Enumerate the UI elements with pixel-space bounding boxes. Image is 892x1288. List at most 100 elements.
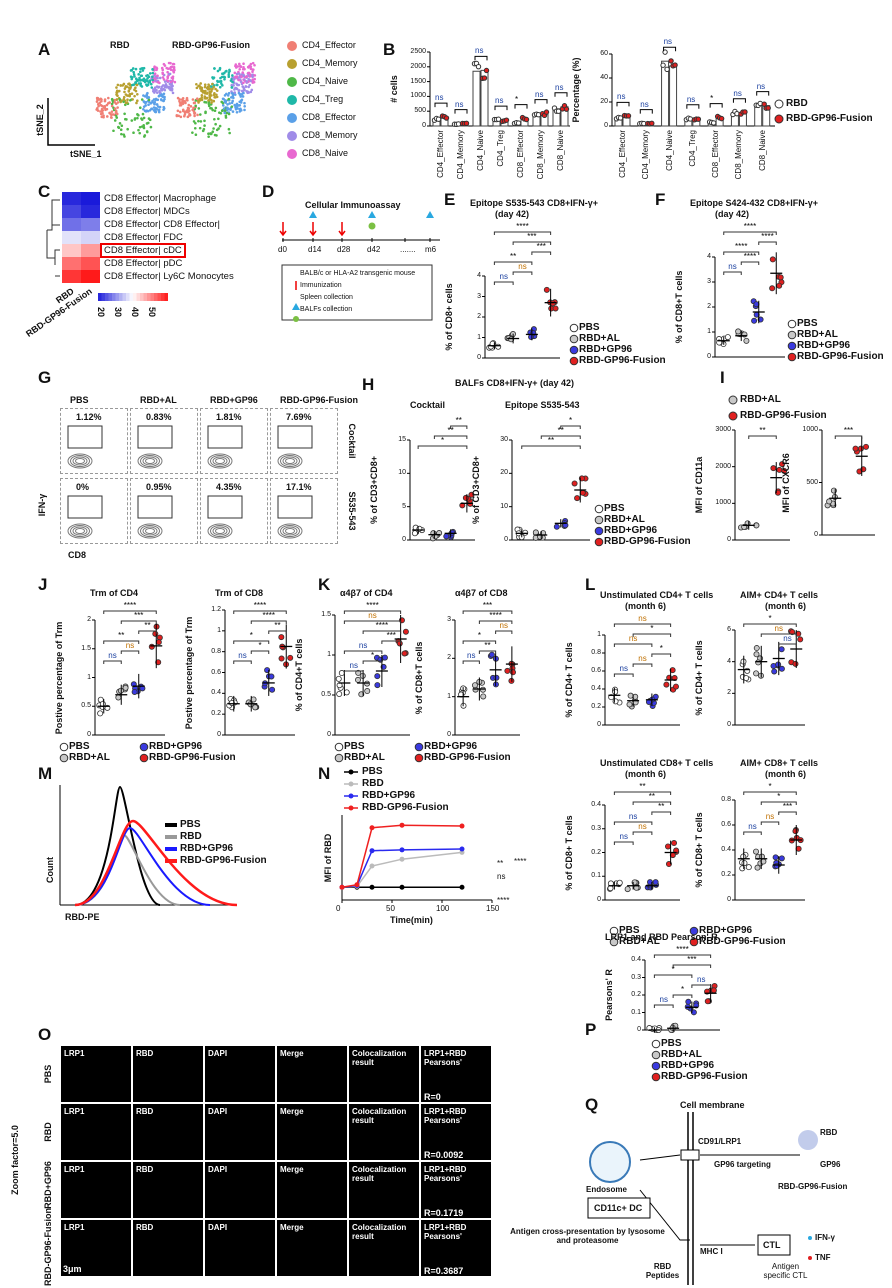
tsne-point bbox=[238, 104, 242, 107]
data-point bbox=[374, 682, 381, 689]
contour bbox=[142, 526, 158, 536]
micrograph-label: LRP1+RBD Pearsons' bbox=[424, 1165, 467, 1183]
heatmap-cell bbox=[81, 205, 100, 218]
y-tick-label: 3 bbox=[447, 616, 451, 623]
tsne-point bbox=[200, 96, 204, 99]
tsne-point bbox=[162, 99, 165, 103]
tsne-point bbox=[151, 71, 155, 75]
y-tick-label: 0.8 bbox=[591, 649, 601, 656]
tsne-point bbox=[137, 82, 141, 85]
tsne-point bbox=[224, 70, 227, 73]
micrograph-label: Colocalization result bbox=[352, 1107, 407, 1125]
flow-plot bbox=[270, 478, 338, 544]
micrograph: DAPI bbox=[204, 1161, 276, 1219]
contour bbox=[145, 458, 155, 464]
data-point bbox=[753, 645, 760, 652]
data-point bbox=[755, 659, 762, 666]
sig-label: ns bbox=[638, 822, 647, 831]
row-label: RBD-GP96-Fusion bbox=[43, 1207, 53, 1287]
tsne-point bbox=[212, 127, 215, 130]
y-tick-label: 0.2 bbox=[211, 710, 221, 718]
tsne-point bbox=[151, 75, 154, 78]
data-point bbox=[152, 630, 159, 637]
data-point bbox=[252, 704, 259, 711]
tsne-point bbox=[235, 110, 239, 114]
data-point bbox=[495, 116, 502, 122]
data-point bbox=[664, 66, 670, 73]
sig-bracket bbox=[672, 964, 712, 968]
tsne-point bbox=[189, 105, 193, 108]
data-point bbox=[718, 115, 725, 122]
micrograph: Colocalization result bbox=[348, 1103, 420, 1161]
data-point bbox=[269, 686, 276, 693]
legend-marker bbox=[787, 330, 797, 340]
data-point bbox=[122, 684, 129, 691]
tsne-point bbox=[163, 80, 167, 83]
chart-title: Epitope S535-543 CD8+IFN-γ+ bbox=[470, 198, 599, 208]
chart-title: LRP1 and RBD Pearson' R bbox=[605, 932, 718, 942]
legend-label: RBD+GP96 bbox=[424, 741, 478, 752]
y-tick-label: 0.1 bbox=[591, 872, 601, 880]
tsne-point bbox=[242, 62, 245, 66]
sig-label: *** bbox=[687, 955, 697, 964]
cell-membrane-label: Cell membrane bbox=[680, 1100, 745, 1110]
sig-label: *** bbox=[527, 232, 537, 241]
sig-bracket bbox=[493, 281, 514, 285]
legend-marker bbox=[689, 937, 699, 947]
tsne-point bbox=[113, 101, 117, 104]
tsne-point bbox=[138, 106, 142, 110]
micrograph-label: DAPI bbox=[208, 1165, 228, 1174]
contour bbox=[67, 453, 93, 469]
sig-bracket bbox=[474, 55, 488, 61]
flow-y-label: IFN-γ bbox=[37, 493, 47, 517]
tsne-point bbox=[147, 103, 150, 107]
endosome-label: Endosome bbox=[586, 1185, 627, 1194]
sig-label: ns bbox=[686, 94, 696, 104]
data-point bbox=[795, 845, 802, 852]
tsne-point bbox=[188, 112, 191, 116]
tsne-point bbox=[230, 86, 234, 89]
sig-label: ** bbox=[274, 621, 281, 630]
x-tick-label: 50 bbox=[386, 904, 395, 913]
tsne-point bbox=[227, 127, 231, 131]
micrograph: Merge bbox=[276, 1161, 348, 1219]
tsne-point bbox=[153, 102, 156, 106]
pearson-value: R=0 bbox=[424, 1092, 441, 1102]
y-tick-label: 1 bbox=[447, 692, 451, 700]
legend-marker bbox=[651, 1072, 661, 1082]
tsne-point bbox=[127, 82, 131, 85]
tsne-point bbox=[228, 102, 231, 105]
data-point bbox=[695, 116, 702, 122]
data-point bbox=[627, 692, 634, 699]
color-scale bbox=[136, 293, 140, 301]
y-tick-label: 2500 bbox=[410, 48, 426, 55]
y-tick-label: 0.2 bbox=[631, 991, 641, 998]
cluster-legend-marker bbox=[287, 59, 297, 69]
data-point bbox=[753, 848, 760, 855]
tsne-point bbox=[225, 108, 229, 112]
data-point bbox=[443, 115, 450, 121]
panel-label-O: O bbox=[38, 1025, 52, 1044]
sig-bracket bbox=[672, 994, 693, 998]
sig-bracket bbox=[138, 630, 157, 634]
tsne-point bbox=[137, 128, 140, 132]
tsne-point bbox=[195, 97, 199, 101]
tsne-point bbox=[125, 85, 129, 89]
heatmap-cell bbox=[62, 192, 81, 205]
receptor bbox=[680, 1149, 700, 1161]
sig-label: ns bbox=[774, 624, 783, 633]
tsne-point bbox=[214, 122, 217, 126]
y-tick-label: 0 bbox=[447, 731, 451, 738]
category-label: CD4_Naive bbox=[476, 130, 485, 171]
y-axis-label: % of CD3+CD8+ bbox=[369, 455, 379, 525]
timepoint-label: m6 bbox=[425, 245, 437, 254]
legend-label: RBD+GP96 bbox=[362, 790, 416, 801]
tsne-point bbox=[138, 125, 142, 129]
heatmap-cell bbox=[62, 270, 81, 283]
data-point bbox=[503, 117, 510, 123]
tsne-point bbox=[213, 117, 216, 121]
tsne-point bbox=[122, 82, 126, 86]
data-point bbox=[664, 843, 671, 850]
tsne-point bbox=[197, 119, 200, 123]
contour bbox=[212, 456, 228, 466]
